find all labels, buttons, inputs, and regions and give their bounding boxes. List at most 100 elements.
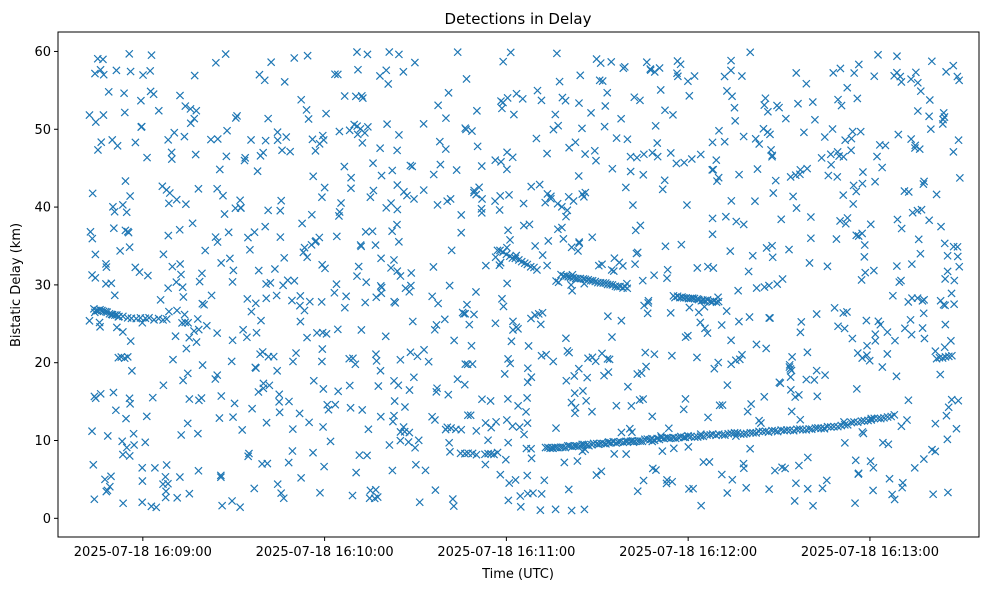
data-point [723,488,732,498]
data-point [419,119,428,128]
data-point [786,172,795,181]
data-point [685,91,694,100]
data-point [389,376,399,385]
data-point [579,274,588,283]
data-point [939,300,948,309]
data-point [692,353,701,362]
data-point [582,396,591,405]
data-point [222,152,231,161]
data-point [225,254,234,263]
data-point [213,237,222,247]
data-point [112,323,121,332]
data-point [727,56,736,65]
data-point [925,216,934,225]
data-point [405,386,414,395]
data-point [641,348,650,357]
data-point [275,397,284,406]
data-point [610,449,619,458]
data-point [897,224,906,233]
data-point [684,442,693,451]
data-point [947,395,956,404]
data-point [118,437,127,446]
data-point [194,325,203,334]
data-point [734,286,743,295]
x-tick-label: 2025-07-18 16:13:00 [801,545,939,560]
chart-title: Detections in Delay [445,10,592,28]
data-point [953,72,962,81]
data-point [608,164,617,173]
data-point [575,238,584,247]
data-point [561,212,571,221]
data-point [639,395,648,404]
data-point [839,152,848,161]
data-point [85,316,94,325]
data-point [786,385,795,394]
data-point [567,398,576,407]
data-point [761,427,770,436]
data-point [462,300,471,309]
data-point [761,94,770,103]
data-point [527,182,536,191]
data-point [340,162,349,171]
data-point [907,75,916,84]
data-point [185,333,194,342]
data-point [441,145,450,154]
data-point [508,325,517,334]
data-point [655,63,664,73]
data-point [599,278,608,287]
data-point [617,316,626,325]
data-point [536,320,545,329]
data-point [481,460,490,469]
data-point [755,139,764,149]
data-point [396,436,405,445]
x-axis-ticks: 2025-07-18 16:09:00 2025-07-18 16:10:00 20… [74,537,939,560]
data-point [330,70,339,79]
data-point [849,181,858,190]
x-tick-label: 2025-07-18 16:09:00 [74,545,212,560]
data-point [460,449,469,458]
data-point [264,206,273,215]
data-point [803,164,812,173]
data-point [573,456,582,466]
data-point [737,350,747,359]
data-point [429,170,438,179]
data-point [597,467,606,476]
data-point [839,191,848,200]
data-point [567,280,576,289]
data-point [631,260,640,269]
data-point [505,235,515,244]
data-point [717,320,726,330]
data-point [683,431,693,440]
data-point [946,336,955,345]
data-point [581,150,590,159]
data-point [430,325,439,334]
data-point [770,466,779,475]
data-point [262,294,271,303]
data-point [840,420,849,429]
data-point [320,462,329,471]
data-point [856,127,865,136]
data-point [735,170,744,179]
data-point [776,379,785,388]
data-point [913,78,922,87]
data-point [315,139,324,148]
data-point [125,49,134,58]
data-point [431,486,440,495]
data-point [211,374,220,384]
data-point [392,220,402,229]
data-point [499,302,508,311]
data-point [896,72,905,81]
data-point [402,191,412,200]
data-point [411,460,420,469]
data-point [904,187,913,196]
data-point [388,166,397,175]
data-point [870,72,879,81]
data-point [648,148,657,157]
data-point [708,230,717,239]
data-point [919,455,928,464]
data-point [622,450,631,459]
data-point [109,224,118,233]
data-point [118,450,127,459]
data-point [952,424,961,433]
data-point [927,445,937,454]
